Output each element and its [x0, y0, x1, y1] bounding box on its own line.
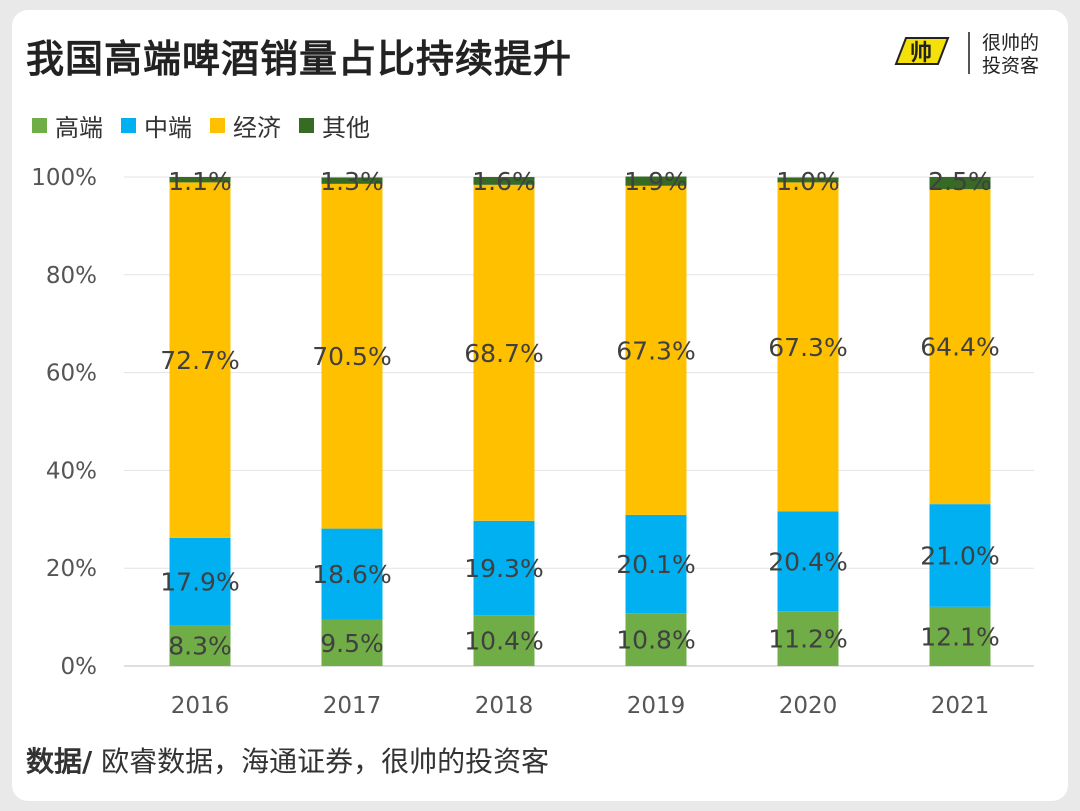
data-label-2018-series-0: 10.4%	[464, 627, 543, 656]
data-label-2021-series-1: 21.0%	[920, 541, 999, 570]
x-tick-label-2021: 2021	[931, 693, 990, 719]
bar-2016-series-1	[169, 537, 231, 626]
data-label-2017-series-2: 70.5%	[312, 342, 391, 371]
source-text: 欧睿数据，海通证券，很帅的投资客	[92, 745, 550, 778]
brand-name-line2: 投资客	[982, 55, 1040, 77]
legend-label-premium: 高端	[55, 114, 103, 142]
bar-2017-series-2	[321, 183, 383, 529]
legend-swatch-mid	[121, 118, 136, 133]
x-tick-label-2017: 2017	[323, 693, 382, 719]
bar-2016-series-3	[169, 177, 231, 183]
data-label-2016-series-1: 17.9%	[160, 568, 239, 597]
x-tick-label-2019: 2019	[627, 693, 686, 719]
y-tick-label-60: 60%	[46, 361, 97, 387]
x-tick-label-2016: 2016	[171, 693, 230, 719]
data-label-2016-series-3: 1.1%	[168, 167, 232, 196]
brand-logo: 帅 很帅的 投资客	[890, 28, 1060, 80]
chart-legend: 高端 中端 经济 其他	[32, 108, 370, 143]
legend-label-other: 其他	[322, 114, 370, 142]
data-label-2017-series-1: 18.6%	[312, 560, 391, 589]
data-label-2021-series-2: 64.4%	[920, 333, 999, 362]
brand-logo-icon: 帅	[894, 37, 950, 66]
legend-item-mid: 中端	[121, 108, 192, 143]
bar-2019-series-2	[625, 185, 687, 515]
bar-2018-series-3	[473, 177, 535, 185]
bar-2021-series-2	[929, 189, 991, 505]
data-label-2019-series-2: 67.3%	[616, 336, 695, 365]
legend-swatch-economy	[210, 118, 225, 133]
x-tick-label-2020: 2020	[779, 693, 838, 719]
bar-2020-series-1	[777, 511, 839, 612]
bar-2021-series-3	[929, 177, 991, 190]
bar-2017-series-3	[321, 177, 383, 184]
bar-2020-series-3	[777, 177, 839, 183]
bar-2018-series-2	[473, 184, 535, 521]
bar-2021-series-0	[929, 606, 991, 666]
y-tick-label-100: 100%	[31, 165, 97, 191]
data-label-2021-series-3: 2.5%	[928, 167, 992, 196]
legend-label-mid: 中端	[144, 114, 192, 142]
data-label-2021-series-0: 12.1%	[920, 622, 999, 651]
source-label: 数据/	[26, 745, 93, 778]
bar-2016-series-0	[169, 625, 231, 666]
bar-2018-series-1	[473, 520, 535, 616]
y-tick-label-0: 0%	[61, 654, 98, 680]
legend-item-economy: 经济	[210, 108, 281, 143]
bar-2016-series-2	[169, 182, 231, 538]
brand-logo-mark-text: 帅	[910, 41, 932, 66]
data-label-2018-series-1: 19.3%	[464, 554, 543, 583]
data-label-2016-series-2: 72.7%	[160, 346, 239, 375]
data-label-2020-series-0: 11.2%	[768, 625, 847, 654]
source-note: 数据/ 欧睿数据，海通证券，很帅的投资客	[26, 740, 549, 780]
x-tick-label-2018: 2018	[475, 693, 534, 719]
data-label-2019-series-0: 10.8%	[616, 626, 695, 655]
bar-2019-series-1	[625, 514, 687, 614]
bar-2021-series-1	[929, 504, 991, 607]
bar-2020-series-0	[777, 611, 839, 666]
data-label-2017-series-3: 1.3%	[320, 167, 384, 196]
chart-title: 我国高端啤酒销量占比持续提升	[26, 37, 573, 81]
data-label-2016-series-0: 8.3%	[168, 632, 232, 661]
y-tick-label-20: 20%	[46, 556, 97, 582]
bar-2017-series-0	[321, 619, 383, 666]
bar-2019-series-0	[625, 613, 687, 666]
data-label-2018-series-3: 1.6%	[472, 167, 536, 196]
bar-2018-series-0	[473, 615, 535, 666]
legend-swatch-premium	[32, 118, 47, 133]
data-label-2020-series-1: 20.4%	[768, 547, 847, 576]
brand-name-line1: 很帅的	[982, 32, 1040, 54]
legend-item-other: 其他	[299, 108, 370, 143]
data-label-2017-series-0: 9.5%	[320, 629, 384, 658]
y-tick-label-40: 40%	[46, 458, 97, 484]
bar-2020-series-2	[777, 182, 839, 512]
data-label-2018-series-2: 68.7%	[464, 339, 543, 368]
data-label-2019-series-3: 1.9%	[624, 167, 688, 196]
legend-swatch-other	[299, 118, 314, 133]
data-label-2020-series-2: 67.3%	[768, 333, 847, 362]
brand-name: 很帅的 投资客	[982, 32, 1039, 78]
y-tick-label-80: 80%	[46, 263, 97, 289]
logo-separator	[968, 32, 970, 74]
data-label-2020-series-3: 1.0%	[776, 167, 840, 196]
bar-2019-series-3	[625, 176, 687, 186]
bar-2017-series-1	[321, 528, 383, 620]
legend-label-economy: 经济	[233, 114, 281, 142]
legend-item-premium: 高端	[32, 108, 103, 143]
data-label-2019-series-1: 20.1%	[616, 550, 695, 579]
